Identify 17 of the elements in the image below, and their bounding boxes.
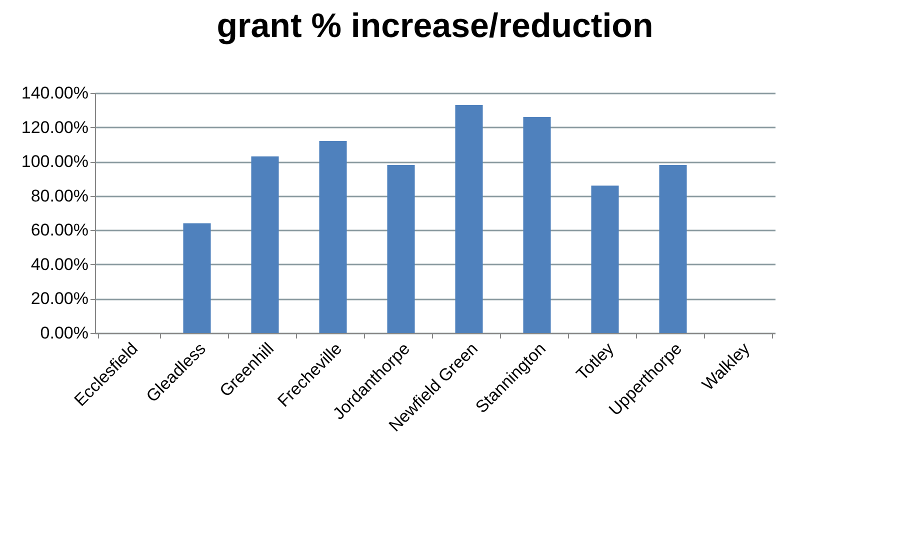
- y-tick-label: 0.00%: [40, 324, 88, 342]
- bar: [659, 165, 687, 333]
- chart-title: grant % increase/reduction: [216, 7, 654, 45]
- bar: [455, 105, 483, 333]
- y-tick-label: 120.00%: [21, 118, 88, 137]
- y-tick-label: 80.00%: [30, 186, 88, 206]
- bar: [523, 117, 551, 333]
- y-tick-label: 20.00%: [30, 289, 88, 308]
- y-tick-label: 100.00%: [21, 152, 88, 172]
- bar: [183, 223, 211, 333]
- y-tick-label: 40.00%: [30, 254, 88, 274]
- bar: [251, 156, 279, 333]
- bar: [591, 186, 619, 333]
- y-tick-label: 140.00%: [21, 84, 88, 102]
- bar: [387, 165, 415, 333]
- bar: [319, 141, 347, 333]
- y-tick-label: 60.00%: [30, 220, 88, 240]
